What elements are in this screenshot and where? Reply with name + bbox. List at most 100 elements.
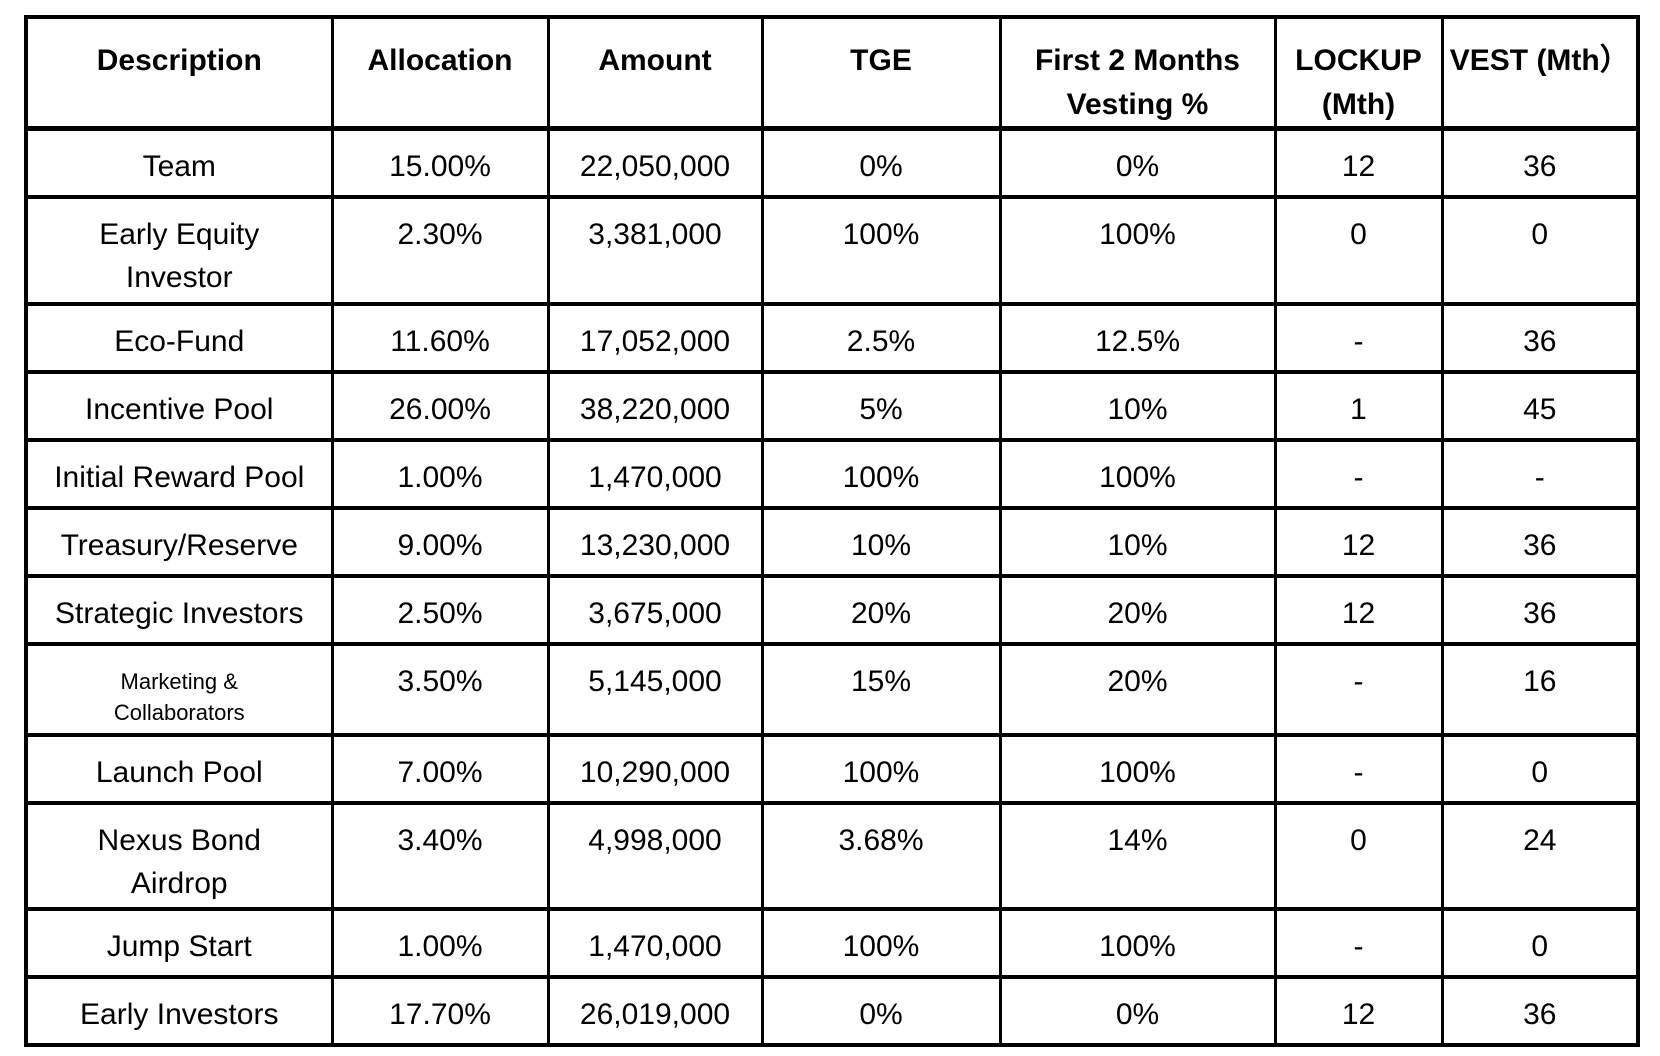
table-cell: Launch Pool <box>24 732 334 805</box>
table-cell: Strategic Investors <box>24 573 334 646</box>
table-cell: 3.40% <box>330 800 550 911</box>
table-cell: 16 <box>1440 641 1640 737</box>
table-cell: 0 <box>1440 906 1640 979</box>
table-row: Initial Reward Pool 1.00% 1,470,000 100% 100… <box>24 437 1640 510</box>
table-cell: Early Investors <box>24 974 334 1047</box>
table-cell: 100% <box>760 437 1002 510</box>
table-cell: 3.68% <box>760 800 1002 911</box>
table-cell: 0% <box>760 126 1002 199</box>
table-row: Marketing & Collaborators 3.50% 5,145,000 1… <box>24 641 1640 737</box>
table-cell: 0 <box>1440 194 1640 306</box>
table-cell: Incentive Pool <box>24 369 334 442</box>
table-cell: 2.50% <box>330 573 550 646</box>
table-cell: 20% <box>998 641 1277 737</box>
table-cell: Marketing & Collaborators <box>24 641 334 737</box>
table-cell: 12 <box>1273 573 1444 646</box>
table-cell: 3.50% <box>330 641 550 737</box>
header-cell: First 2 Months Vesting % <box>998 15 1277 131</box>
table-cell: 3,675,000 <box>546 573 764 646</box>
table-cell: 2.5% <box>760 301 1002 374</box>
table-cell: 0 <box>1273 800 1444 911</box>
table-row: Eco-Fund 11.60% 17,052,000 2.5% 12.5% -36 <box>24 301 1640 374</box>
table-cell: 36 <box>1440 505 1640 578</box>
table-cell: 36 <box>1440 301 1640 374</box>
table-cell: 3,381,000 <box>546 194 764 306</box>
table-cell: Early Equity Investor <box>24 194 334 306</box>
header-cell: VEST (Mth） <box>1440 15 1640 131</box>
table-row: Team 15.00% 22,050,000 0% 0% 12 36 <box>24 126 1640 199</box>
table-cell: 36 <box>1440 573 1640 646</box>
table-cell: - <box>1273 437 1444 510</box>
table-cell: 10% <box>760 505 1002 578</box>
table-cell: 0 <box>1273 194 1444 306</box>
header-cell: TGE <box>760 15 1002 131</box>
table-cell: 12.5% <box>998 301 1277 374</box>
table-cell: 100% <box>998 906 1277 979</box>
table-cell: 20% <box>998 573 1277 646</box>
header-cell: Description <box>24 15 334 131</box>
table-cell: 100% <box>760 194 1002 306</box>
table-header: Description Allocation Amount TGE First 2 Mo… <box>24 15 1640 131</box>
header-cell: Allocation <box>330 15 550 131</box>
table-cell: 12 <box>1273 505 1444 578</box>
table-cell: 7.00% <box>330 732 550 805</box>
table-cell: 45 <box>1440 369 1640 442</box>
table-cell: 13,230,000 <box>546 505 764 578</box>
table-cell: Initial Reward Pool <box>24 437 334 510</box>
table-cell: 1 <box>1273 369 1444 442</box>
header-row: Description Allocation Amount TGE First 2 Mo… <box>24 15 1640 131</box>
table-cell: - <box>1273 301 1444 374</box>
table-row: Nexus Bond Airdrop 3.40% 4,998,000 3.68% 14%… <box>24 800 1640 911</box>
table-row: Early Equity Investor 2.30% 3,381,000 100% 1… <box>24 194 1640 306</box>
table-cell: - <box>1273 732 1444 805</box>
table-row: Treasury/Reserve 9.00% 13,230,000 10% 10% 12 3… <box>24 505 1640 578</box>
header-cell: Amount <box>546 15 764 131</box>
table-cell: 1.00% <box>330 437 550 510</box>
table-cell: 26,019,000 <box>546 974 764 1047</box>
table-cell: 100% <box>760 906 1002 979</box>
table-cell: 12 <box>1273 974 1444 1047</box>
table-row: Launch Pool 7.00% 10,290,000 100% 100% -0 <box>24 732 1640 805</box>
table-row: Strategic Investors 2.50% 3,675,000 20% 20% 1… <box>24 573 1640 646</box>
table-cell: 100% <box>998 732 1277 805</box>
table-cell: - <box>1440 437 1640 510</box>
table-cell: Team <box>24 126 334 199</box>
table-cell: 22,050,000 <box>546 126 764 199</box>
table-cell: 17,052,000 <box>546 301 764 374</box>
table-cell: 36 <box>1440 974 1640 1047</box>
table-cell: 1,470,000 <box>546 906 764 979</box>
table-cell: 36 <box>1440 126 1640 199</box>
table-cell: 4,998,000 <box>546 800 764 911</box>
table-cell: 17.70% <box>330 974 550 1047</box>
table-cell: - <box>1273 641 1444 737</box>
table-cell: 11.60% <box>330 301 550 374</box>
table-cell: 100% <box>998 194 1277 306</box>
table-cell: 15.00% <box>330 126 550 199</box>
table-cell: 100% <box>760 732 1002 805</box>
table-cell: 5,145,000 <box>546 641 764 737</box>
table-cell: Eco-Fund <box>24 301 334 374</box>
token-allocation-table: Description Allocation Amount TGE First 2 Mo… <box>24 15 1640 1047</box>
table-cell: Treasury/Reserve <box>24 505 334 578</box>
table-cell: 24 <box>1440 800 1640 911</box>
table-cell: 38,220,000 <box>546 369 764 442</box>
table-body: Team 15.00% 22,050,000 0% 0% 12 36 Early Equity… <box>24 126 1640 1047</box>
table-cell: 0% <box>998 974 1277 1047</box>
table-row: Early Investors 17.70% 26,019,000 0% 0% 12 36 <box>24 974 1640 1047</box>
table-cell: 0% <box>998 126 1277 199</box>
table-row: Incentive Pool 26.00% 38,220,000 5% 10% 1 45 <box>24 369 1640 442</box>
table-cell: 5% <box>760 369 1002 442</box>
table-cell: 9.00% <box>330 505 550 578</box>
table-cell: 100% <box>998 437 1277 510</box>
table-cell: 0 <box>1440 732 1640 805</box>
table-row: Jump Start 1.00% 1,470,000 100% 100% -0 <box>24 906 1640 979</box>
table-cell: 1,470,000 <box>546 437 764 510</box>
table-cell: Jump Start <box>24 906 334 979</box>
table-cell: 14% <box>998 800 1277 911</box>
table-cell: 10% <box>998 369 1277 442</box>
table-cell: 10% <box>998 505 1277 578</box>
table-cell: Nexus Bond Airdrop <box>24 800 334 911</box>
table-cell: 26.00% <box>330 369 550 442</box>
table-cell: 20% <box>760 573 1002 646</box>
